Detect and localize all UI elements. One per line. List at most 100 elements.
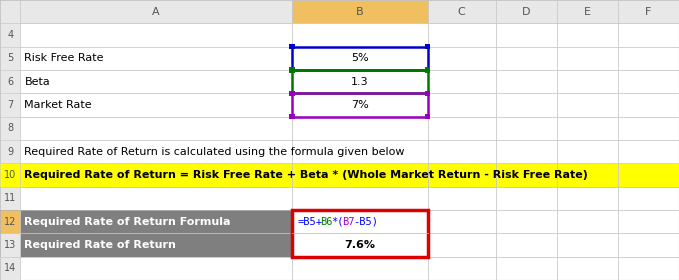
Bar bbox=[292, 163, 428, 187]
Bar bbox=[496, 47, 557, 70]
Bar bbox=[496, 70, 557, 93]
Bar bbox=[289, 91, 295, 96]
Bar bbox=[0, 210, 20, 233]
Bar bbox=[0, 70, 20, 93]
Bar bbox=[20, 210, 292, 233]
Bar bbox=[292, 117, 428, 140]
Bar bbox=[557, 187, 618, 210]
Bar bbox=[618, 233, 679, 257]
Text: 12: 12 bbox=[4, 217, 16, 227]
Bar bbox=[496, 117, 557, 140]
Bar bbox=[557, 233, 618, 257]
Bar bbox=[425, 67, 430, 73]
Text: F: F bbox=[645, 7, 652, 17]
Bar bbox=[20, 233, 292, 257]
Bar bbox=[496, 140, 557, 163]
Bar bbox=[20, 117, 292, 140]
Bar bbox=[0, 140, 20, 163]
Bar bbox=[0, 257, 20, 280]
Bar bbox=[428, 70, 496, 93]
Bar bbox=[292, 70, 428, 93]
Bar bbox=[557, 117, 618, 140]
Bar bbox=[428, 233, 496, 257]
Bar bbox=[0, 163, 20, 187]
Bar bbox=[20, 233, 292, 257]
Text: A: A bbox=[152, 7, 160, 17]
Bar bbox=[292, 70, 428, 93]
Bar bbox=[618, 163, 679, 187]
Bar bbox=[292, 257, 428, 280]
Bar bbox=[20, 233, 292, 257]
Text: 7.6%: 7.6% bbox=[344, 240, 375, 250]
Bar bbox=[496, 93, 557, 117]
Bar bbox=[20, 47, 292, 70]
Bar bbox=[428, 70, 496, 93]
Bar bbox=[292, 93, 428, 117]
Bar bbox=[20, 70, 292, 93]
Bar bbox=[20, 0, 292, 23]
Bar bbox=[618, 93, 679, 117]
Bar bbox=[428, 163, 496, 187]
Bar bbox=[292, 187, 428, 210]
Bar bbox=[496, 187, 557, 210]
Bar bbox=[496, 117, 557, 140]
Bar bbox=[618, 70, 679, 93]
Bar bbox=[428, 163, 496, 187]
Bar bbox=[618, 163, 679, 187]
Bar bbox=[20, 163, 292, 187]
Bar bbox=[618, 257, 679, 280]
Bar bbox=[292, 140, 428, 163]
Bar bbox=[557, 163, 618, 187]
Text: 10: 10 bbox=[4, 170, 16, 180]
Bar bbox=[0, 210, 20, 233]
Bar bbox=[20, 163, 292, 187]
Bar bbox=[0, 210, 20, 233]
Text: 5%: 5% bbox=[351, 53, 369, 63]
Bar bbox=[618, 233, 679, 257]
Bar bbox=[428, 257, 496, 280]
Text: -B5): -B5) bbox=[353, 217, 378, 227]
Bar bbox=[292, 210, 428, 257]
Bar bbox=[428, 0, 496, 23]
Bar bbox=[618, 23, 679, 47]
Bar bbox=[496, 0, 557, 23]
Bar bbox=[618, 47, 679, 70]
Bar bbox=[425, 91, 430, 96]
Bar bbox=[428, 23, 496, 47]
Bar bbox=[292, 163, 428, 187]
Bar bbox=[557, 70, 618, 93]
Bar bbox=[20, 210, 292, 233]
Bar bbox=[292, 163, 428, 187]
Bar bbox=[557, 210, 618, 233]
Bar bbox=[20, 70, 292, 93]
Bar bbox=[496, 93, 557, 117]
Bar bbox=[557, 257, 618, 280]
Bar bbox=[289, 114, 295, 119]
Bar bbox=[428, 210, 496, 233]
Bar bbox=[0, 93, 20, 117]
Bar bbox=[618, 117, 679, 140]
Bar bbox=[557, 47, 618, 70]
Bar bbox=[557, 93, 618, 117]
Bar bbox=[557, 257, 618, 280]
Bar bbox=[496, 70, 557, 93]
Bar bbox=[618, 23, 679, 47]
Bar bbox=[292, 93, 428, 117]
Bar bbox=[618, 117, 679, 140]
Bar bbox=[428, 93, 496, 117]
Bar bbox=[0, 117, 20, 140]
Bar bbox=[618, 210, 679, 233]
Bar bbox=[425, 44, 430, 49]
Bar bbox=[496, 163, 557, 187]
Bar bbox=[496, 163, 557, 187]
Bar bbox=[0, 23, 20, 47]
Bar bbox=[0, 47, 20, 70]
Text: 13: 13 bbox=[4, 240, 16, 250]
Bar bbox=[496, 163, 557, 187]
Text: Required Rate of Return Formula: Required Rate of Return Formula bbox=[24, 217, 231, 227]
Bar bbox=[557, 93, 618, 117]
Bar bbox=[496, 257, 557, 280]
Bar bbox=[20, 47, 292, 70]
Bar bbox=[428, 210, 496, 233]
Bar bbox=[618, 257, 679, 280]
